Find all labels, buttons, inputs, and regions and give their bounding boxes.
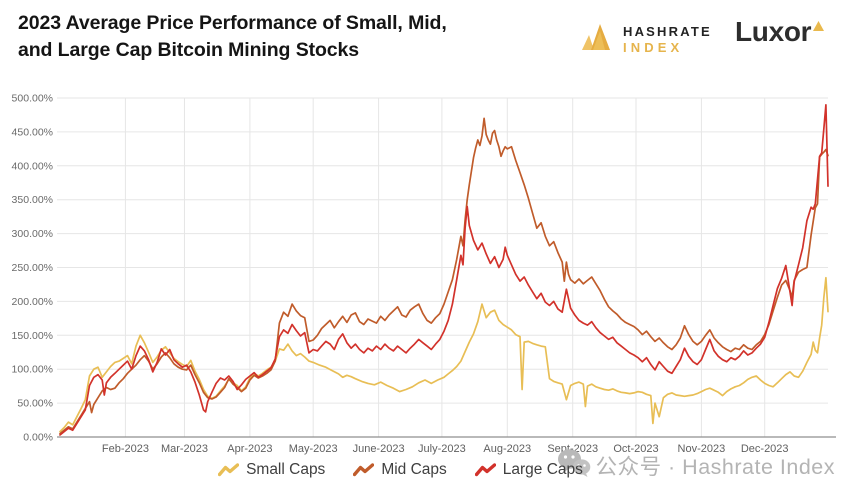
series-line-small-caps (59, 276, 829, 433)
hashrate-index-logo: HASHRATE INDEX (581, 21, 712, 58)
y-axis-tick-label: 150.00% (12, 330, 53, 342)
hashrate-mountain-icon (581, 21, 615, 58)
y-axis-tick-label: 50.00% (17, 398, 53, 410)
legend-item-large-caps[interactable]: Large Caps (474, 461, 583, 479)
y-axis-tick-label: 350.00% (12, 194, 53, 206)
y-axis-tick-label: 0.00% (23, 432, 53, 444)
y-axis-tick-label: 200.00% (12, 296, 53, 308)
watermark-text: 公众号 · Hashrate Index (595, 455, 835, 479)
x-axis-tick-label: Dec-2023 (741, 443, 789, 455)
index-logo-text: INDEX (623, 39, 684, 55)
page-title: 2023 Average Price Performance of Small,… (18, 10, 578, 64)
x-axis-tick-label: July-2023 (418, 443, 466, 455)
legend-label: Small Caps (246, 461, 326, 478)
series-line-large-caps (59, 103, 829, 436)
x-axis-tick-label: June-2023 (353, 443, 405, 455)
x-axis-tick-label: Apr-2023 (227, 443, 272, 455)
legend-item-small-caps[interactable]: Small Caps (218, 461, 325, 479)
series-line-mid-caps (59, 117, 829, 435)
x-axis-tick-label: Oct-2023 (613, 443, 658, 455)
x-axis-tick-label: Aug-2023 (483, 443, 531, 455)
legend-item-mid-caps[interactable]: Mid Caps (353, 461, 447, 479)
legend-line-icon (218, 463, 240, 477)
legend-line-icon (474, 463, 496, 477)
luxor-triangle-icon (813, 18, 825, 36)
y-axis-tick-label: 250.00% (12, 262, 53, 274)
legend-line-icon (353, 463, 375, 477)
legend-label: Mid Caps (381, 461, 447, 478)
x-axis-tick-label: May-2023 (289, 443, 338, 455)
y-axis-tick-label: 100.00% (12, 364, 53, 376)
luxor-logo: Luxor (735, 16, 825, 48)
y-axis-tick-label: 300.00% (12, 228, 53, 240)
y-axis-tick-label: 500.00% (12, 93, 53, 105)
title-line-2: and Large Cap Bitcoin Mining Stocks (18, 38, 360, 61)
y-axis-tick-label: 450.00% (12, 126, 53, 138)
hashrate-logo-text: HASHRATE (623, 23, 712, 39)
x-axis-tick-label: Feb-2023 (102, 443, 149, 455)
wechat-icon (557, 448, 591, 483)
x-axis-tick-label: Nov-2023 (678, 443, 726, 455)
chart-legend: Small Caps Mid Caps Large Caps (0, 461, 823, 479)
luxor-logo-text: Luxor (735, 16, 812, 47)
watermark: 公众号 · Hashrate Index (557, 448, 835, 483)
x-axis-tick-label: Mar-2023 (161, 443, 208, 455)
legend-label: Large Caps (502, 461, 583, 478)
title-line-1: 2023 Average Price Performance of Small,… (18, 12, 447, 34)
y-axis-tick-label: 400.00% (12, 160, 53, 172)
x-axis-tick-label: Sept-2023 (547, 443, 598, 455)
